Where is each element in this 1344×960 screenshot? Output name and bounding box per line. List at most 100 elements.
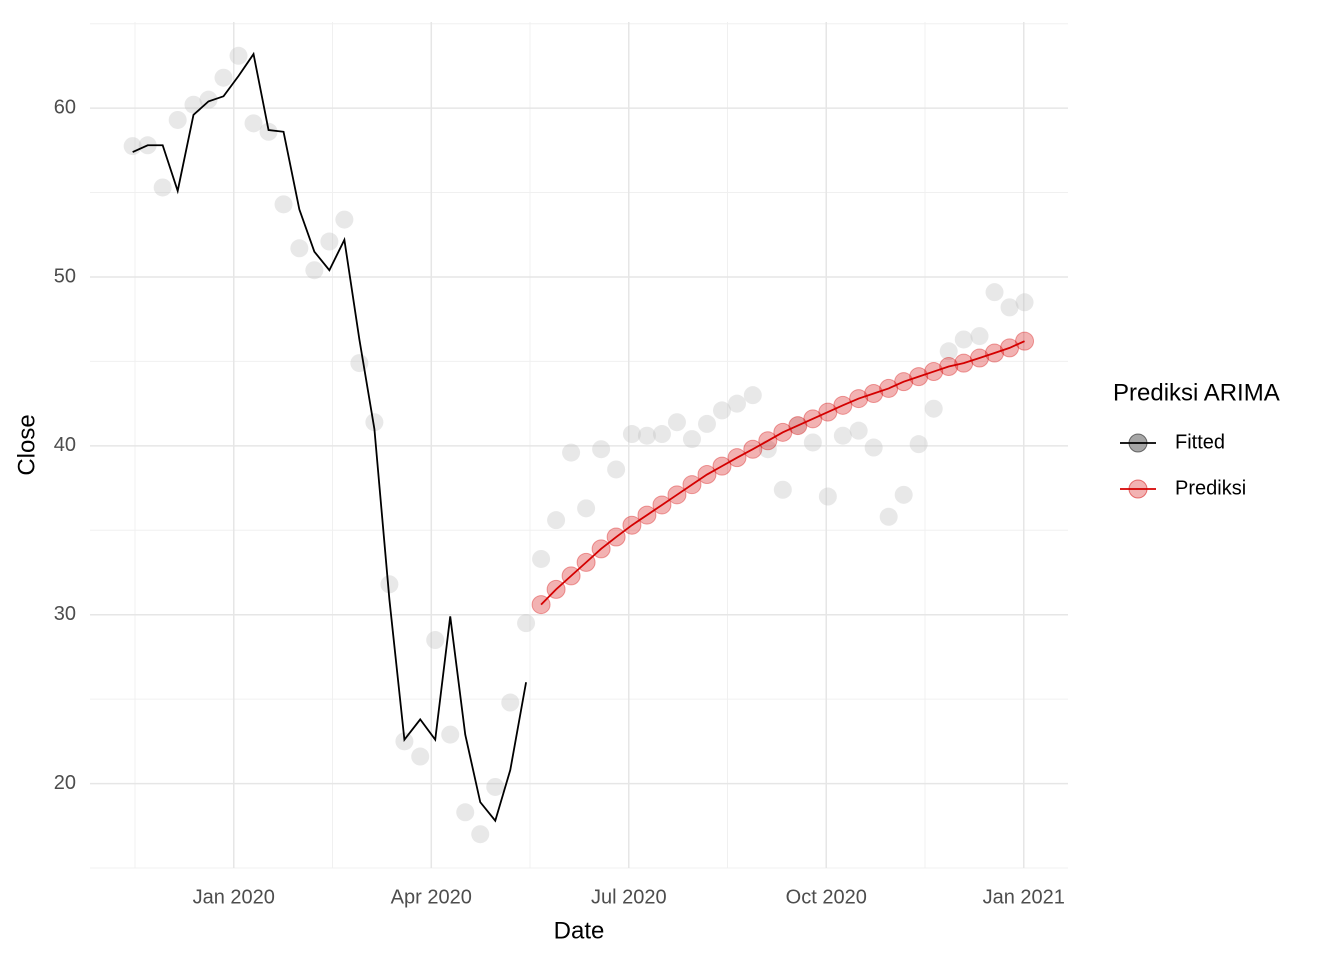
series-point [606, 527, 626, 547]
observed-point [335, 210, 354, 229]
series-line [132, 51, 527, 823]
observed-point [607, 460, 626, 479]
observed-point [517, 614, 536, 633]
y-tick-label: 20 [54, 772, 76, 794]
observed-point [622, 425, 641, 444]
x-tick-label: Jan 2020 [193, 886, 275, 908]
observed-point [501, 693, 520, 712]
series-point [864, 383, 884, 403]
observed-point [849, 421, 868, 440]
legend-key-point [1128, 479, 1148, 499]
observed-point [803, 433, 822, 452]
observed-point [486, 777, 505, 796]
observed-point [350, 354, 369, 373]
series-point [1015, 331, 1035, 351]
legend-title: Prediksi ARIMA [1113, 379, 1280, 406]
series-point [637, 505, 657, 525]
series-point [697, 465, 717, 485]
legend-key-point [1128, 433, 1148, 453]
series-point [743, 439, 763, 459]
observed-point [320, 232, 339, 251]
observed-point [274, 195, 293, 214]
x-tick-label: Jan 2021 [983, 886, 1065, 908]
series-point [667, 485, 687, 505]
series-point [576, 552, 596, 572]
series-point [954, 353, 974, 373]
observed-point [697, 414, 716, 433]
series-point [833, 395, 853, 415]
series-point [939, 356, 959, 376]
x-axis-title: Date [554, 917, 605, 944]
observed-point [199, 90, 218, 109]
observed-point [305, 261, 324, 280]
observed-point [667, 413, 686, 432]
observed-point [184, 95, 203, 114]
observed-point [547, 511, 566, 530]
observed-point [214, 68, 233, 87]
y-tick-label: 40 [54, 434, 76, 456]
series-point [894, 372, 914, 392]
series-point [622, 515, 642, 535]
y-tick-label: 50 [54, 265, 76, 287]
observed-point [970, 327, 989, 346]
observed-point [395, 732, 414, 751]
observed-point [471, 825, 490, 844]
observed-point [954, 330, 973, 349]
series-point [849, 389, 869, 409]
series-point [652, 495, 672, 515]
observed-point [592, 440, 611, 459]
observed-point [229, 46, 248, 65]
legend-label: Fitted [1175, 431, 1225, 453]
series-point [985, 343, 1005, 363]
observed-point [259, 122, 278, 141]
observed-point [380, 575, 399, 594]
observed-point [924, 399, 943, 418]
series-point [970, 348, 990, 368]
series-point [531, 595, 551, 615]
observed-point [562, 443, 581, 462]
observed-point [758, 440, 777, 459]
series-point [546, 579, 566, 599]
observed-point [1000, 298, 1019, 317]
series-line [540, 340, 1025, 606]
series-point [803, 409, 823, 429]
observed-point [727, 394, 746, 413]
observed-point [244, 114, 263, 133]
observed-point [426, 631, 445, 650]
legend-label: Prediksi [1175, 477, 1246, 499]
series-point [682, 475, 702, 495]
observed-point [532, 549, 551, 568]
observed-point [365, 413, 384, 432]
observed-point [682, 430, 701, 449]
observed-point [833, 426, 852, 445]
series-point [1000, 338, 1020, 358]
series-point [712, 456, 732, 476]
series-point [591, 539, 611, 559]
series-point [758, 431, 778, 451]
observed-point [712, 401, 731, 420]
observed-point [290, 239, 309, 258]
series-point [879, 378, 899, 398]
observed-point [879, 507, 898, 526]
observed-point [864, 438, 883, 457]
x-tick-label: Apr 2020 [391, 886, 472, 908]
series-point [924, 362, 944, 382]
x-tick-label: Oct 2020 [786, 886, 867, 908]
observed-point [894, 485, 913, 504]
series-point [788, 416, 808, 436]
observed-point [985, 283, 1004, 302]
series-point [773, 422, 793, 442]
observed-point [818, 487, 837, 506]
series-point [818, 402, 838, 422]
observed-point [909, 435, 928, 454]
observed-point [456, 803, 475, 822]
series-point [727, 448, 747, 468]
x-tick-label: Jul 2020 [591, 886, 667, 908]
observed-point [743, 386, 762, 405]
observed-point [441, 725, 460, 744]
series-point [909, 367, 929, 387]
observed-point [637, 426, 656, 445]
y-tick-label: 60 [54, 96, 76, 118]
y-tick-label: 30 [54, 603, 76, 625]
series-point [561, 566, 581, 586]
